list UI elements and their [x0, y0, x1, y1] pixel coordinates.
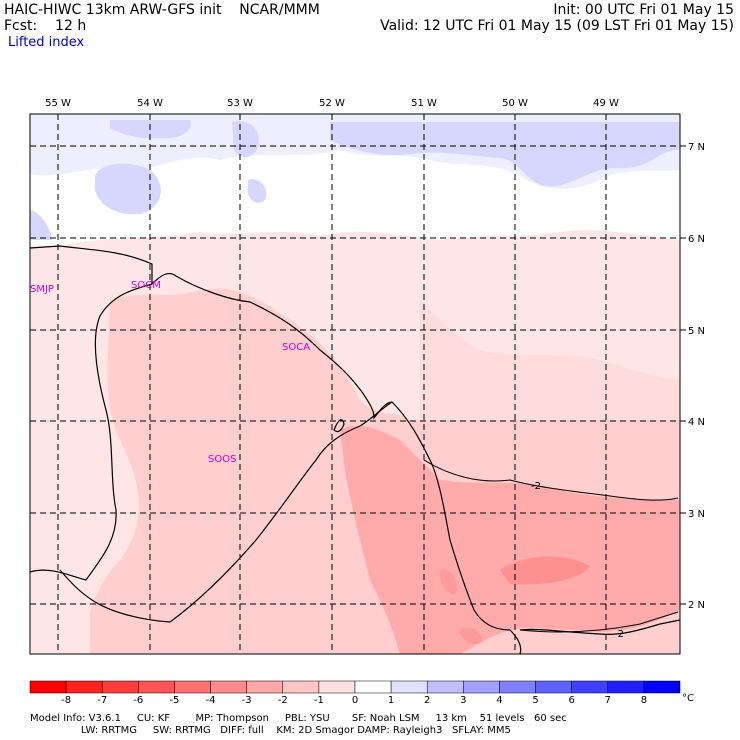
valid-time: Valid: 12 UTC Fri 01 May 15 (09 LST Fri … [380, 18, 734, 34]
colorbar-tick: 4 [496, 695, 502, 706]
colorbar-swatch [571, 680, 609, 694]
lat-label: 6 N [688, 234, 705, 245]
colorbar-tick: 3 [460, 695, 466, 706]
colorbar-swatch [138, 680, 175, 694]
zone-darker-pink [500, 556, 590, 585]
lat-label: 4 N [688, 417, 705, 428]
lon-label: 53 W [227, 98, 253, 109]
init-time: Init: 00 UTC Fri 01 May 15 [553, 2, 734, 18]
lat-ticks [680, 145, 686, 605]
colorbar-swatch [607, 680, 645, 694]
colorbar-tick: 0 [352, 695, 358, 706]
forecast-hour: Fcst: 12 h [4, 18, 87, 34]
contour-line [423, 459, 679, 501]
colorbar-tick: -4 [206, 695, 216, 706]
model-info-line2: LW: RRTMG SW: RRTMG DIFF: full KM: 2D Sm… [30, 725, 511, 736]
colorbar-swatch [499, 680, 536, 694]
colorbar-tick: -6 [133, 695, 143, 706]
station-label: SOOS [208, 454, 236, 465]
zone-medium-pink [340, 425, 680, 654]
colorbar-swatch [282, 680, 320, 694]
lon-label: 51 W [411, 98, 437, 109]
colorbar-unit: °C [682, 693, 694, 704]
longitude-labels: 55 W 54 W 53 W 52 W 51 W 50 W 49 W [45, 98, 619, 109]
contour-line [519, 611, 679, 633]
lon-label: 55 W [45, 98, 71, 109]
colorbar-swatch [174, 680, 211, 694]
field-name: Lifted index [8, 35, 85, 50]
lon-label: 49 W [593, 98, 619, 109]
lat-label: 5 N [688, 326, 705, 337]
colorbar-swatch [65, 680, 103, 694]
colorbar-swatch [535, 680, 572, 694]
colorbar-tick: 6 [568, 695, 574, 706]
colorbar-tick: 2 [424, 695, 430, 706]
station-label: SOCA [282, 342, 310, 353]
lat-label: 7 N [688, 142, 705, 153]
colorbar-swatch [101, 680, 139, 694]
zone-blue-east [330, 122, 680, 187]
contour-label: -2 [614, 629, 624, 640]
colorbar-tick: 8 [641, 695, 647, 706]
colorbar-swatch [29, 680, 67, 694]
model-info-line1: Model Info: V3.6.1 CU: KF MP: Thompson P… [30, 713, 567, 724]
colorbar-tick: -2 [278, 695, 288, 706]
graticule [30, 114, 680, 654]
lat-label: 2 N [688, 600, 705, 611]
colorbar-swatch [246, 680, 284, 694]
colorbar-swatch [390, 680, 428, 694]
colorbar-swatch [643, 680, 681, 694]
zone-blue-cell [248, 179, 267, 203]
lon-label: 50 W [502, 98, 528, 109]
zone-blue-cell [30, 210, 52, 240]
station-label: SMJP [30, 284, 54, 295]
station-labels: SMJP SOCM SOCA SOOS [30, 280, 310, 465]
zone-blue-cell [95, 163, 161, 215]
colorbar-swatch [426, 680, 464, 694]
colorbar-swatch [463, 680, 500, 694]
zone-pink-west [30, 560, 90, 654]
colorbar: -8 -7 -6 -5 -4 -3 -2 -1 0 1 2 3 4 5 6 7 8 °C [29, 680, 694, 706]
colorbar-swatch [210, 680, 247, 694]
contour-label: -2 [531, 481, 541, 492]
colorbar-tick: 1 [388, 695, 394, 706]
station-label: SOCM [131, 280, 161, 291]
zone-darker-pink [439, 569, 457, 595]
model-title: HAIC-HIWC 13km ARW-GFS init NCAR/MMM [4, 2, 320, 18]
colorbar-tick: -8 [61, 695, 71, 706]
colorbar-swatch [318, 680, 356, 694]
zone-blue-cell [232, 121, 259, 158]
colorbar-tick: -1 [314, 695, 324, 706]
lat-label: 3 N [688, 509, 705, 520]
colorbar-swatch [354, 680, 392, 694]
colorbar-tick: 7 [605, 695, 611, 706]
lon-label: 52 W [319, 98, 345, 109]
colorbar-tick: 5 [532, 695, 538, 706]
coastline [29, 245, 681, 655]
lon-label: 54 W [137, 98, 163, 109]
zone-darker-pink [460, 627, 483, 645]
map-frame [29, 113, 681, 655]
zone-pink-offshore [420, 300, 680, 420]
colorbar-tick: -3 [242, 695, 252, 706]
colorbar-tick: -5 [169, 695, 179, 706]
colorbar-tick: -7 [97, 695, 107, 706]
latitude-labels: 7 N 6 N 5 N 4 N 3 N 2 N [688, 142, 705, 611]
